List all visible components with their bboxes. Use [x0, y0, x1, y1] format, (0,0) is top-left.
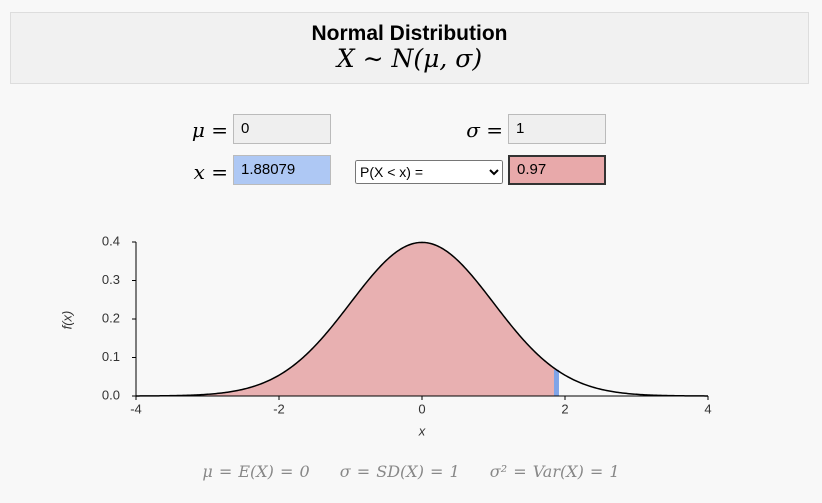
- y-tick-label: 0.0: [102, 387, 120, 402]
- formula: X ∼ N(μ, σ): [336, 44, 483, 73]
- y-tick-label: 0.1: [102, 349, 120, 364]
- mode-select[interactable]: P(X < x) =: [355, 160, 503, 184]
- header: Normal Distribution X ∼ N(μ, σ): [10, 12, 809, 84]
- x-tick-label: -4: [130, 401, 142, 416]
- footer-mean: μ = E(X) = 0: [202, 462, 310, 481]
- y-tick-label: 0.4: [102, 233, 120, 248]
- x-label: x =: [193, 160, 228, 184]
- footer-sd: σ = SD(X) = 1: [339, 462, 460, 481]
- x-tick-label: 4: [704, 401, 711, 416]
- y-axis-label: f(x): [59, 311, 74, 330]
- title: Normal Distribution: [311, 22, 508, 45]
- sigma-label: σ =: [466, 118, 503, 142]
- mu-input[interactable]: 0: [233, 114, 331, 144]
- probability-area: [136, 242, 557, 396]
- x-axis-label: x: [418, 423, 426, 438]
- y-tick-label: 0.3: [102, 272, 120, 287]
- density-curve: [135, 241, 709, 397]
- mu-label: μ =: [191, 118, 228, 142]
- footer-var: σ² = Var(X) = 1: [489, 462, 620, 481]
- x-input[interactable]: 1.88079: [233, 155, 331, 185]
- x-tick-label: 2: [561, 401, 568, 416]
- footer: μ = E(X) = 0 σ = SD(X) = 1 σ² = Var(X) =…: [0, 462, 822, 481]
- sigma-input[interactable]: 1: [508, 114, 606, 144]
- x-tick-label: 0: [418, 401, 425, 416]
- chart: 0.0 0.1 0.2 0.3 0.4 -4 -2 0 2 4 x f(x): [59, 233, 711, 438]
- x-tick-label: -2: [273, 401, 285, 416]
- probability-output[interactable]: 0.97: [508, 155, 606, 185]
- y-tick-label: 0.2: [102, 310, 120, 325]
